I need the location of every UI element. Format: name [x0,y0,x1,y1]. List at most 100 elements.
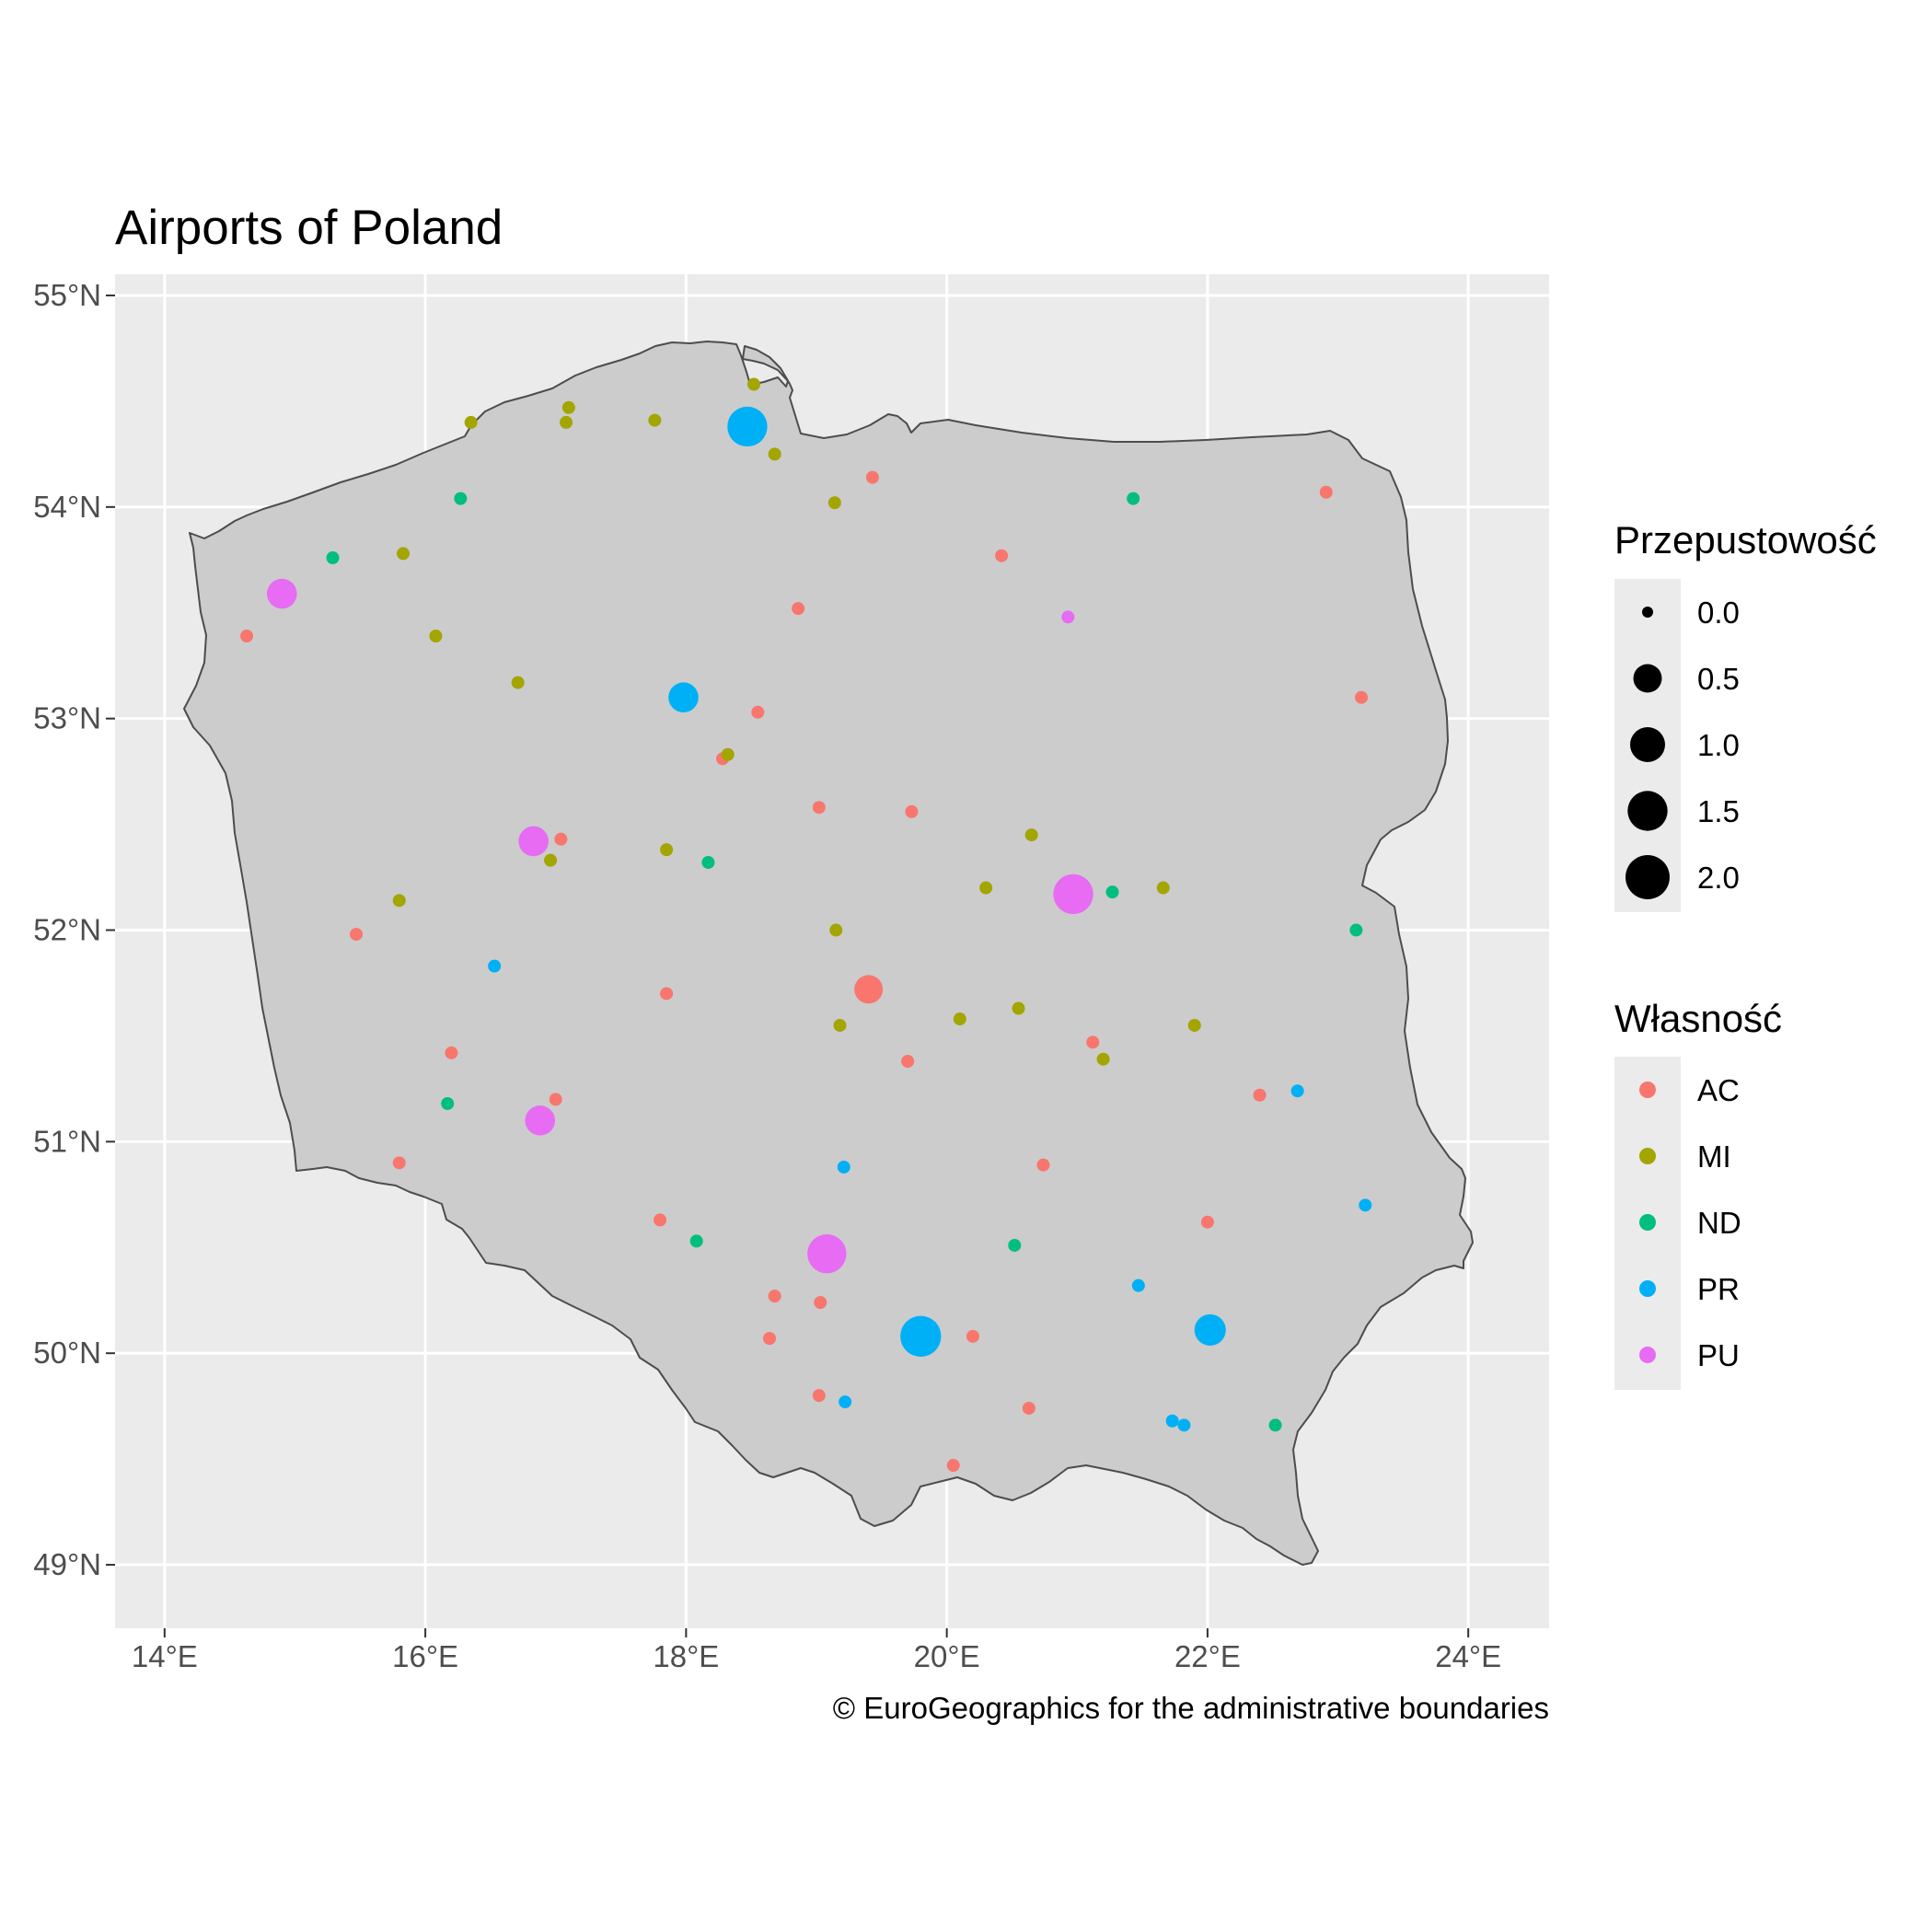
size-legend-label: 2.0 [1697,861,1740,895]
airport-point [1349,923,1363,937]
airport-point [827,496,841,510]
airport-point [464,415,478,429]
size-legend-key [1642,607,1653,618]
x-tick-label: 24°E [1435,1639,1501,1673]
airport-point [1036,1158,1050,1172]
airport-point [1319,485,1333,499]
size-legend-key [1625,855,1670,899]
airport-point [560,415,573,429]
airport-point [392,894,406,908]
airport-point [525,1105,556,1136]
airport-point [549,1093,562,1106]
airport-point [807,1233,847,1274]
airport-point [1194,1313,1226,1346]
airport-point [511,676,525,689]
airport-point [266,578,297,609]
airport-point [1290,1084,1304,1098]
size-legend-key [1633,664,1662,693]
airport-point [768,1290,781,1303]
y-tick-label: 55°N [33,278,101,312]
size-legend-label: 1.5 [1697,794,1740,828]
color-legend-key [1639,1082,1656,1098]
size-legend-key [1630,727,1665,762]
airport-point [1008,1238,1022,1252]
y-tick-label: 51°N [33,1124,101,1158]
airport-point [1187,1018,1201,1032]
color-legend-key [1639,1280,1656,1297]
color-legend-key [1639,1148,1656,1164]
airport-point [900,1315,942,1357]
airport-point [901,1055,915,1069]
airport-point [326,550,340,564]
size-legend-label: 0.0 [1697,596,1740,630]
airport-point [1165,1414,1179,1428]
color-legend-label: AC [1697,1073,1740,1107]
size-legend: 0.0 0.5 1.0 1.5 2.0 [1625,596,1740,899]
airport-point [721,747,735,761]
airport-point [1105,885,1119,899]
color-legend-label: ND [1697,1206,1741,1240]
airport-point [445,1046,458,1059]
airport-point [747,377,761,391]
airport-point [751,705,765,719]
airport-point [854,975,884,1004]
color-legend-label: PU [1697,1338,1740,1372]
airport-point [763,1332,777,1346]
size-legend-label: 0.5 [1697,662,1740,696]
map-caption: © EuroGeographics for the administrative… [833,1691,1549,1725]
airport-point [660,843,674,857]
airport-point [429,630,443,643]
y-tick-label: 50°N [33,1336,101,1370]
airport-point [966,1329,979,1343]
airport-point [554,832,568,846]
airport-point [1355,690,1369,704]
airport-point [701,855,715,869]
airport-point [1012,1001,1025,1015]
color-legend-label: PR [1697,1272,1740,1306]
airport-point [812,801,826,815]
airport-point [837,1160,850,1174]
airport-point [812,1389,826,1403]
airport-point [814,1296,827,1310]
y-tick-label: 54°N [33,490,101,524]
airport-point [1200,1215,1214,1229]
poland-boundary [183,341,1474,1566]
airport-point [454,492,468,505]
airport-point [995,549,1009,562]
airport-point [544,853,558,867]
airport-point [240,630,254,643]
x-tick-label: 22°E [1174,1639,1241,1673]
airport-point [441,1096,455,1110]
color-legend-label: MI [1697,1140,1731,1174]
airport-point [1022,1401,1035,1415]
airport-point [1253,1088,1267,1102]
airport-point [1268,1418,1282,1432]
airport-point [1359,1198,1372,1212]
airport-point [1127,492,1140,505]
airport-point [648,413,662,427]
airport-point [1053,873,1093,915]
airport-point [1086,1035,1100,1049]
airport-point [518,826,549,857]
airport-point [488,959,502,973]
color-legend: AC MI ND PR PU [1639,1073,1741,1372]
size-legend-key [1627,791,1668,831]
airport-point [1061,610,1075,624]
airport-point [668,682,699,712]
airport-point [865,470,879,484]
size-legend-title: Przepustowość [1614,518,1877,561]
airport-point [979,881,993,895]
size-legend-label: 1.0 [1697,728,1740,762]
chart-title: Airports of Poland [115,201,503,255]
airport-point [953,1012,966,1026]
y-tick-label: 53°N [33,701,101,735]
color-legend-key [1639,1347,1656,1363]
y-tick-label: 49°N [33,1547,101,1581]
airport-point [839,1395,852,1409]
airport-point [829,923,843,937]
airport-point [905,804,919,818]
x-tick-label: 20°E [914,1639,980,1673]
airport-point [660,987,674,1001]
airport-point [561,400,575,414]
